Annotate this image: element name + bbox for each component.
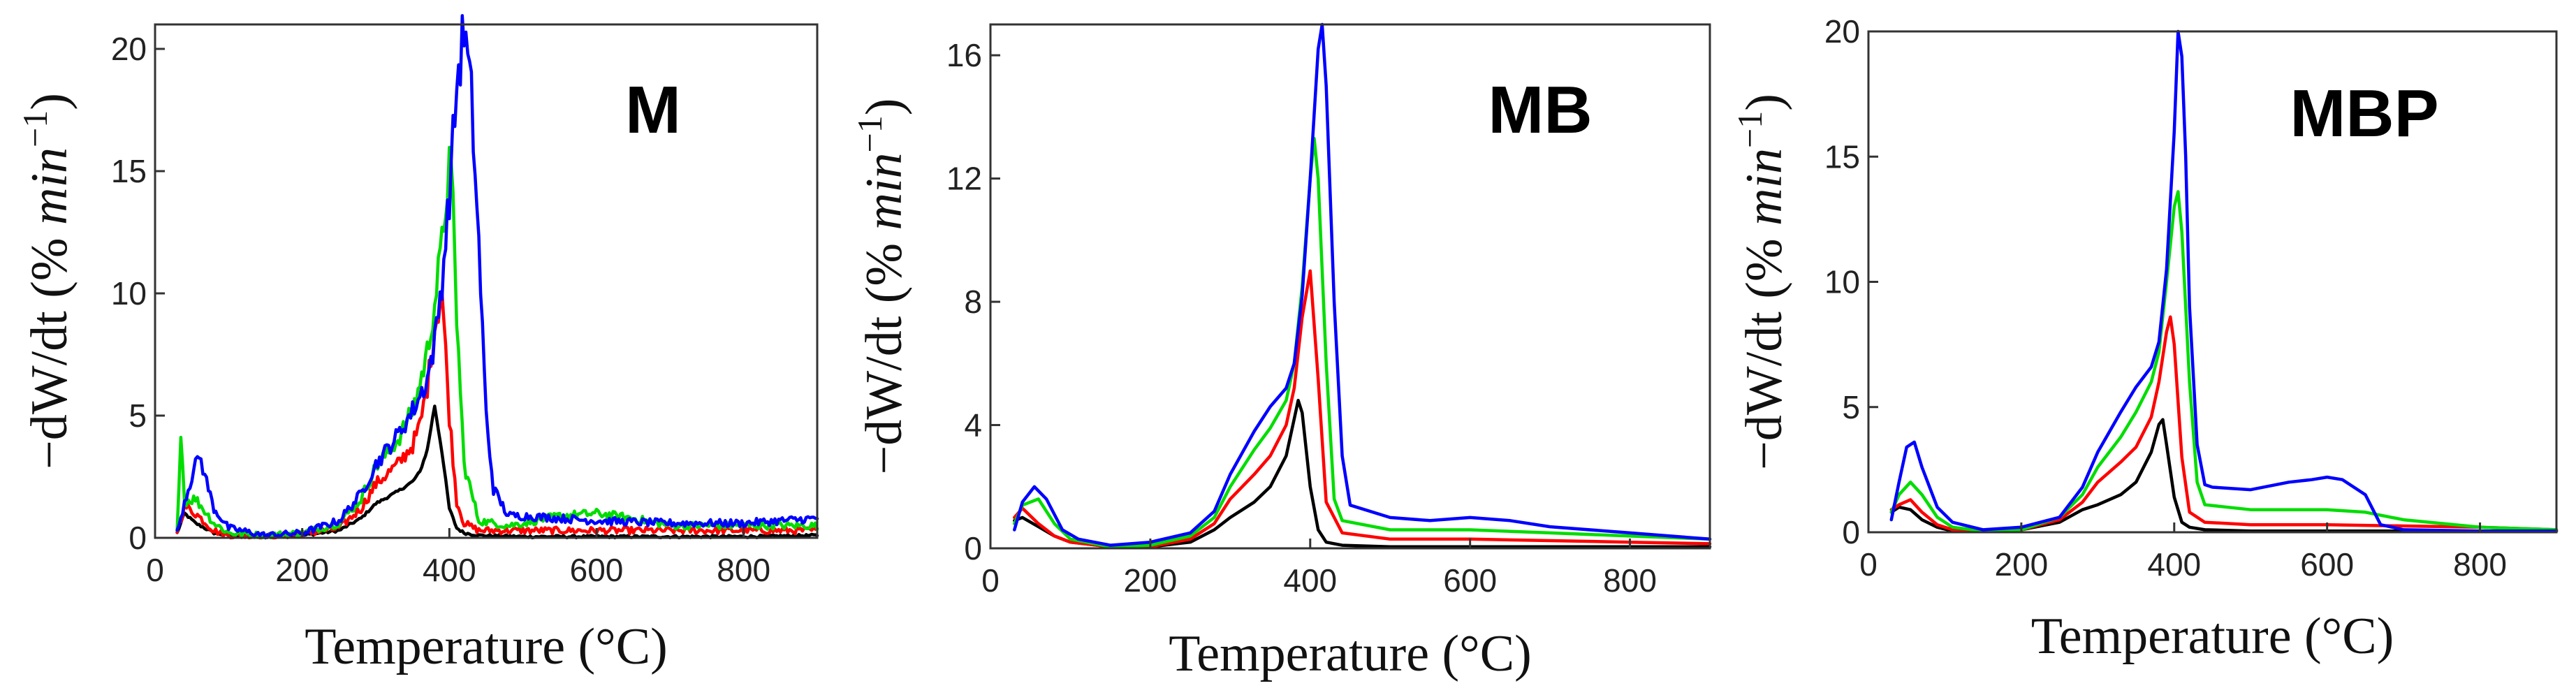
x-tick-label: 0 — [146, 552, 164, 588]
series-black — [175, 404, 819, 540]
x-tick-label: 200 — [275, 552, 329, 588]
panel-title: MB — [1488, 73, 1592, 147]
x-axis-label: Temperature (°C) — [1169, 625, 1532, 682]
series-black — [1889, 418, 2559, 533]
y-tick-label: 0 — [1842, 514, 1860, 550]
y-tick-label: 20 — [1824, 13, 1860, 50]
series-red — [175, 290, 819, 540]
x-tick-label: 800 — [717, 552, 770, 588]
x-tick-label: 800 — [2453, 546, 2507, 583]
y-tick-label: 10 — [1824, 264, 1860, 300]
series-green — [1013, 136, 1712, 549]
x-axis-label: Temperature (°C) — [2031, 608, 2394, 665]
y-tick-label: 4 — [964, 407, 982, 444]
y-tick-label: 16 — [946, 37, 982, 73]
y-tick-label: 10 — [111, 275, 147, 312]
x-tick-label: 400 — [2147, 546, 2201, 583]
y-tick-label: 5 — [1842, 389, 1860, 425]
y-axis-label: −dW/dt (% min−1) — [850, 98, 913, 475]
x-tick-label: 0 — [981, 562, 1000, 599]
panel-mbp: 0 200 400 600 800 0 5 10 15 20 MBP Temperature (°C)… — [1730, 13, 2559, 665]
x-tick-label: 200 — [1124, 562, 1178, 599]
panel-m: 0 200 400 600 800 0 5 10 15 20 M Temperature (°C) −d… — [15, 14, 819, 675]
x-tick-label: 800 — [1603, 562, 1657, 599]
y-axis-label: −dW/dt (% min−1) — [15, 93, 78, 469]
y-tick-label: 5 — [129, 397, 147, 434]
series-green — [175, 145, 819, 540]
panel-title: MBP — [2290, 76, 2438, 151]
x-tick-label: 200 — [1995, 546, 2049, 583]
x-tick-label: 600 — [2300, 546, 2354, 583]
series-red — [1889, 315, 2559, 533]
x-tick-label: 400 — [1283, 562, 1337, 599]
series-blue — [1889, 29, 2559, 533]
plot-frame — [1867, 30, 2558, 534]
x-axis-label: Temperature (°C) — [305, 618, 668, 675]
series-blue — [1013, 22, 1712, 547]
y-tick-label: 12 — [946, 161, 982, 197]
panel-title: M — [625, 73, 681, 147]
x-tick-label: 0 — [1859, 546, 1878, 583]
y-tick-label: 0 — [964, 530, 982, 566]
series-green — [1889, 190, 2559, 533]
y-tick-label: 15 — [1824, 138, 1860, 175]
series-blue — [175, 14, 819, 540]
x-tick-label: 400 — [423, 552, 476, 588]
y-tick-label: 20 — [111, 31, 147, 67]
y-tick-label: 8 — [964, 284, 982, 320]
plot-frame — [154, 23, 819, 539]
plot-frame — [989, 23, 1711, 550]
panel-mb: 0 200 400 600 800 0 4 8 12 16 MB Temperature (°C) −d… — [850, 22, 1712, 682]
x-tick-label: 600 — [570, 552, 624, 588]
y-tick-label: 0 — [129, 520, 147, 556]
y-axis-label: −dW/dt (% min−1) — [1730, 94, 1793, 470]
x-tick-label: 600 — [1443, 562, 1497, 599]
y-tick-label: 15 — [111, 153, 147, 189]
series-red — [1013, 269, 1712, 549]
